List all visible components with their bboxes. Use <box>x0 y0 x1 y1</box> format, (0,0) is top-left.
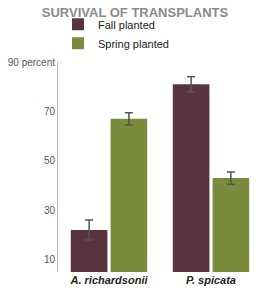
svg-text:SURVIVAL OF TRANSPLANTS: SURVIVAL OF TRANSPLANTS <box>42 5 229 20</box>
svg-text:10: 10 <box>44 254 56 265</box>
svg-text:70: 70 <box>44 106 56 117</box>
svg-text:P. spicata: P. spicata <box>186 274 236 286</box>
svg-text:Fall planted: Fall planted <box>98 19 155 31</box>
svg-text:50: 50 <box>44 155 56 166</box>
svg-text:Spring planted: Spring planted <box>98 38 169 50</box>
svg-text:90 percent: 90 percent <box>8 57 55 68</box>
svg-text:A. richardsonii: A. richardsonii <box>69 274 148 286</box>
svg-text:30: 30 <box>44 205 56 216</box>
